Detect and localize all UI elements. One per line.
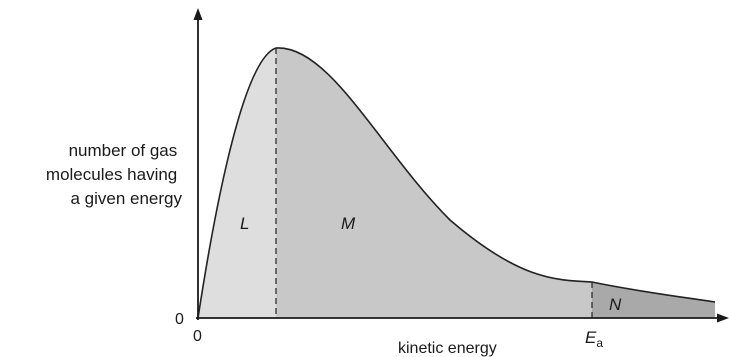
y-axis-arrowhead [193,8,203,20]
x-axis-label: kinetic energy [398,340,497,357]
origin-y-label: 0 [175,311,184,328]
x-axis-arrowhead [717,313,729,323]
origin-x-label: 0 [193,328,202,345]
region-l-label: L [240,214,249,233]
region-m-label: M [341,214,356,233]
activation-energy-label: Ea [585,328,603,350]
y-axis-label-line-2: molecules having [46,165,177,184]
activation-energy-subscript: a [596,336,603,350]
y-axis-label-line-3: a given energy [70,189,182,208]
activation-energy-symbol: E [585,328,597,347]
region-m-area [276,47,592,319]
distribution-curve [197,47,716,319]
region-n-label: N [609,295,622,314]
y-axis-label: number of gas molecules having a given e… [46,141,183,208]
region-l-area [198,48,276,318]
y-axis-label-line-1: number of gas [69,141,178,160]
region-n-area [592,282,715,318]
